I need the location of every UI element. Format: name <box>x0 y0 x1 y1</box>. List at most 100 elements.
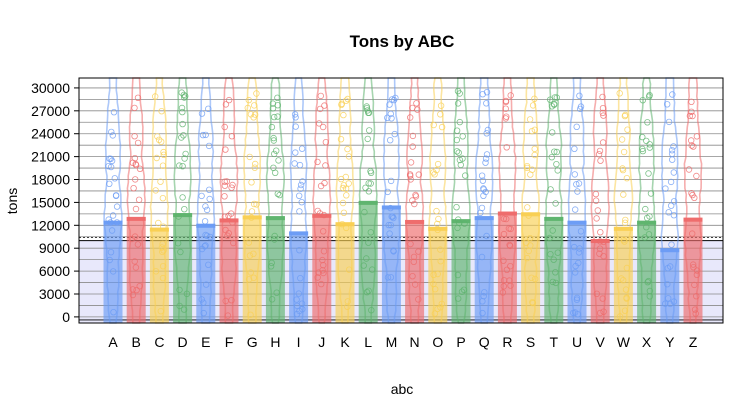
data-point <box>664 281 671 288</box>
data-point <box>271 236 278 243</box>
data-point <box>409 273 416 280</box>
data-point <box>225 212 232 219</box>
data-point <box>479 309 486 317</box>
data-point <box>597 309 604 317</box>
data-point <box>246 252 254 259</box>
data-point <box>644 214 651 222</box>
data-point <box>483 130 490 137</box>
x-tick-label: C <box>154 334 164 350</box>
data-point <box>248 179 255 186</box>
bar <box>613 226 633 323</box>
data-point <box>222 146 229 153</box>
data-point <box>643 223 650 231</box>
data-point <box>624 126 631 133</box>
bar-cap <box>196 223 216 228</box>
data-point <box>458 288 466 295</box>
data-point <box>433 166 440 174</box>
data-point <box>295 290 302 297</box>
data-point <box>669 156 676 163</box>
data-point <box>132 205 140 213</box>
data-point <box>296 246 303 254</box>
data-point <box>251 160 259 168</box>
data-point <box>317 92 324 100</box>
bar <box>567 220 587 323</box>
data-point <box>620 277 627 284</box>
data-point <box>271 113 278 121</box>
data-point <box>412 281 419 288</box>
data-point <box>131 154 139 162</box>
data-point <box>317 182 325 190</box>
data-point <box>478 172 486 179</box>
data-point <box>459 133 466 140</box>
data-point <box>406 171 414 178</box>
data-point <box>344 298 351 305</box>
data-point <box>483 100 490 107</box>
data-point <box>531 275 539 283</box>
data-point <box>507 282 514 289</box>
bar-cap <box>265 216 285 221</box>
data-point <box>434 270 441 278</box>
data-point <box>198 110 206 117</box>
data-point <box>642 205 649 213</box>
data-point <box>387 110 394 118</box>
data-point <box>599 295 606 302</box>
data-point <box>502 105 509 112</box>
data-point <box>297 275 304 282</box>
bar-cap <box>126 216 146 221</box>
data-point <box>600 112 607 119</box>
data-point <box>597 238 604 245</box>
data-point <box>134 241 142 248</box>
data-point <box>459 155 466 162</box>
data-point <box>415 171 422 178</box>
data-point <box>339 199 347 207</box>
data-point <box>322 138 330 146</box>
data-point <box>665 118 673 126</box>
bar-cap <box>683 217 703 222</box>
data-point <box>179 194 186 201</box>
x-tick-label: U <box>572 334 582 350</box>
bar-cap <box>149 227 169 232</box>
data-point <box>250 200 258 208</box>
data-point <box>365 188 372 195</box>
data-point <box>552 200 559 207</box>
data-point <box>296 192 303 199</box>
data-point <box>576 245 583 252</box>
data-point <box>577 228 585 235</box>
data-point <box>529 166 536 173</box>
bar <box>149 227 169 323</box>
data-point <box>693 267 701 274</box>
data-point <box>274 190 281 197</box>
data-point <box>554 249 561 256</box>
bar <box>335 222 355 323</box>
data-point <box>437 102 445 109</box>
data-point <box>668 146 676 154</box>
data-point <box>409 197 416 204</box>
data-point <box>639 133 646 141</box>
data-point <box>477 209 484 217</box>
data-point <box>228 132 236 140</box>
data-point <box>571 171 578 178</box>
x-tick-label: N <box>410 334 420 350</box>
data-point <box>572 262 579 270</box>
x-tick-label: Q <box>479 334 490 350</box>
data-point <box>454 100 462 107</box>
x-tick-label: A <box>108 334 118 350</box>
data-point <box>621 112 629 120</box>
chart-title: Tons by ABC <box>350 32 455 51</box>
data-point <box>415 296 422 303</box>
data-point <box>480 185 487 192</box>
data-point <box>296 161 304 169</box>
data-point <box>229 181 236 189</box>
data-point <box>435 215 442 223</box>
data-point <box>431 310 439 317</box>
data-point <box>159 248 166 255</box>
data-point <box>342 97 350 104</box>
data-point <box>432 286 439 293</box>
data-point <box>223 178 230 185</box>
data-point <box>483 151 491 158</box>
data-point <box>176 302 183 310</box>
data-point <box>131 104 138 112</box>
data-point <box>670 169 677 176</box>
data-point <box>619 165 626 172</box>
data-point <box>387 221 394 229</box>
